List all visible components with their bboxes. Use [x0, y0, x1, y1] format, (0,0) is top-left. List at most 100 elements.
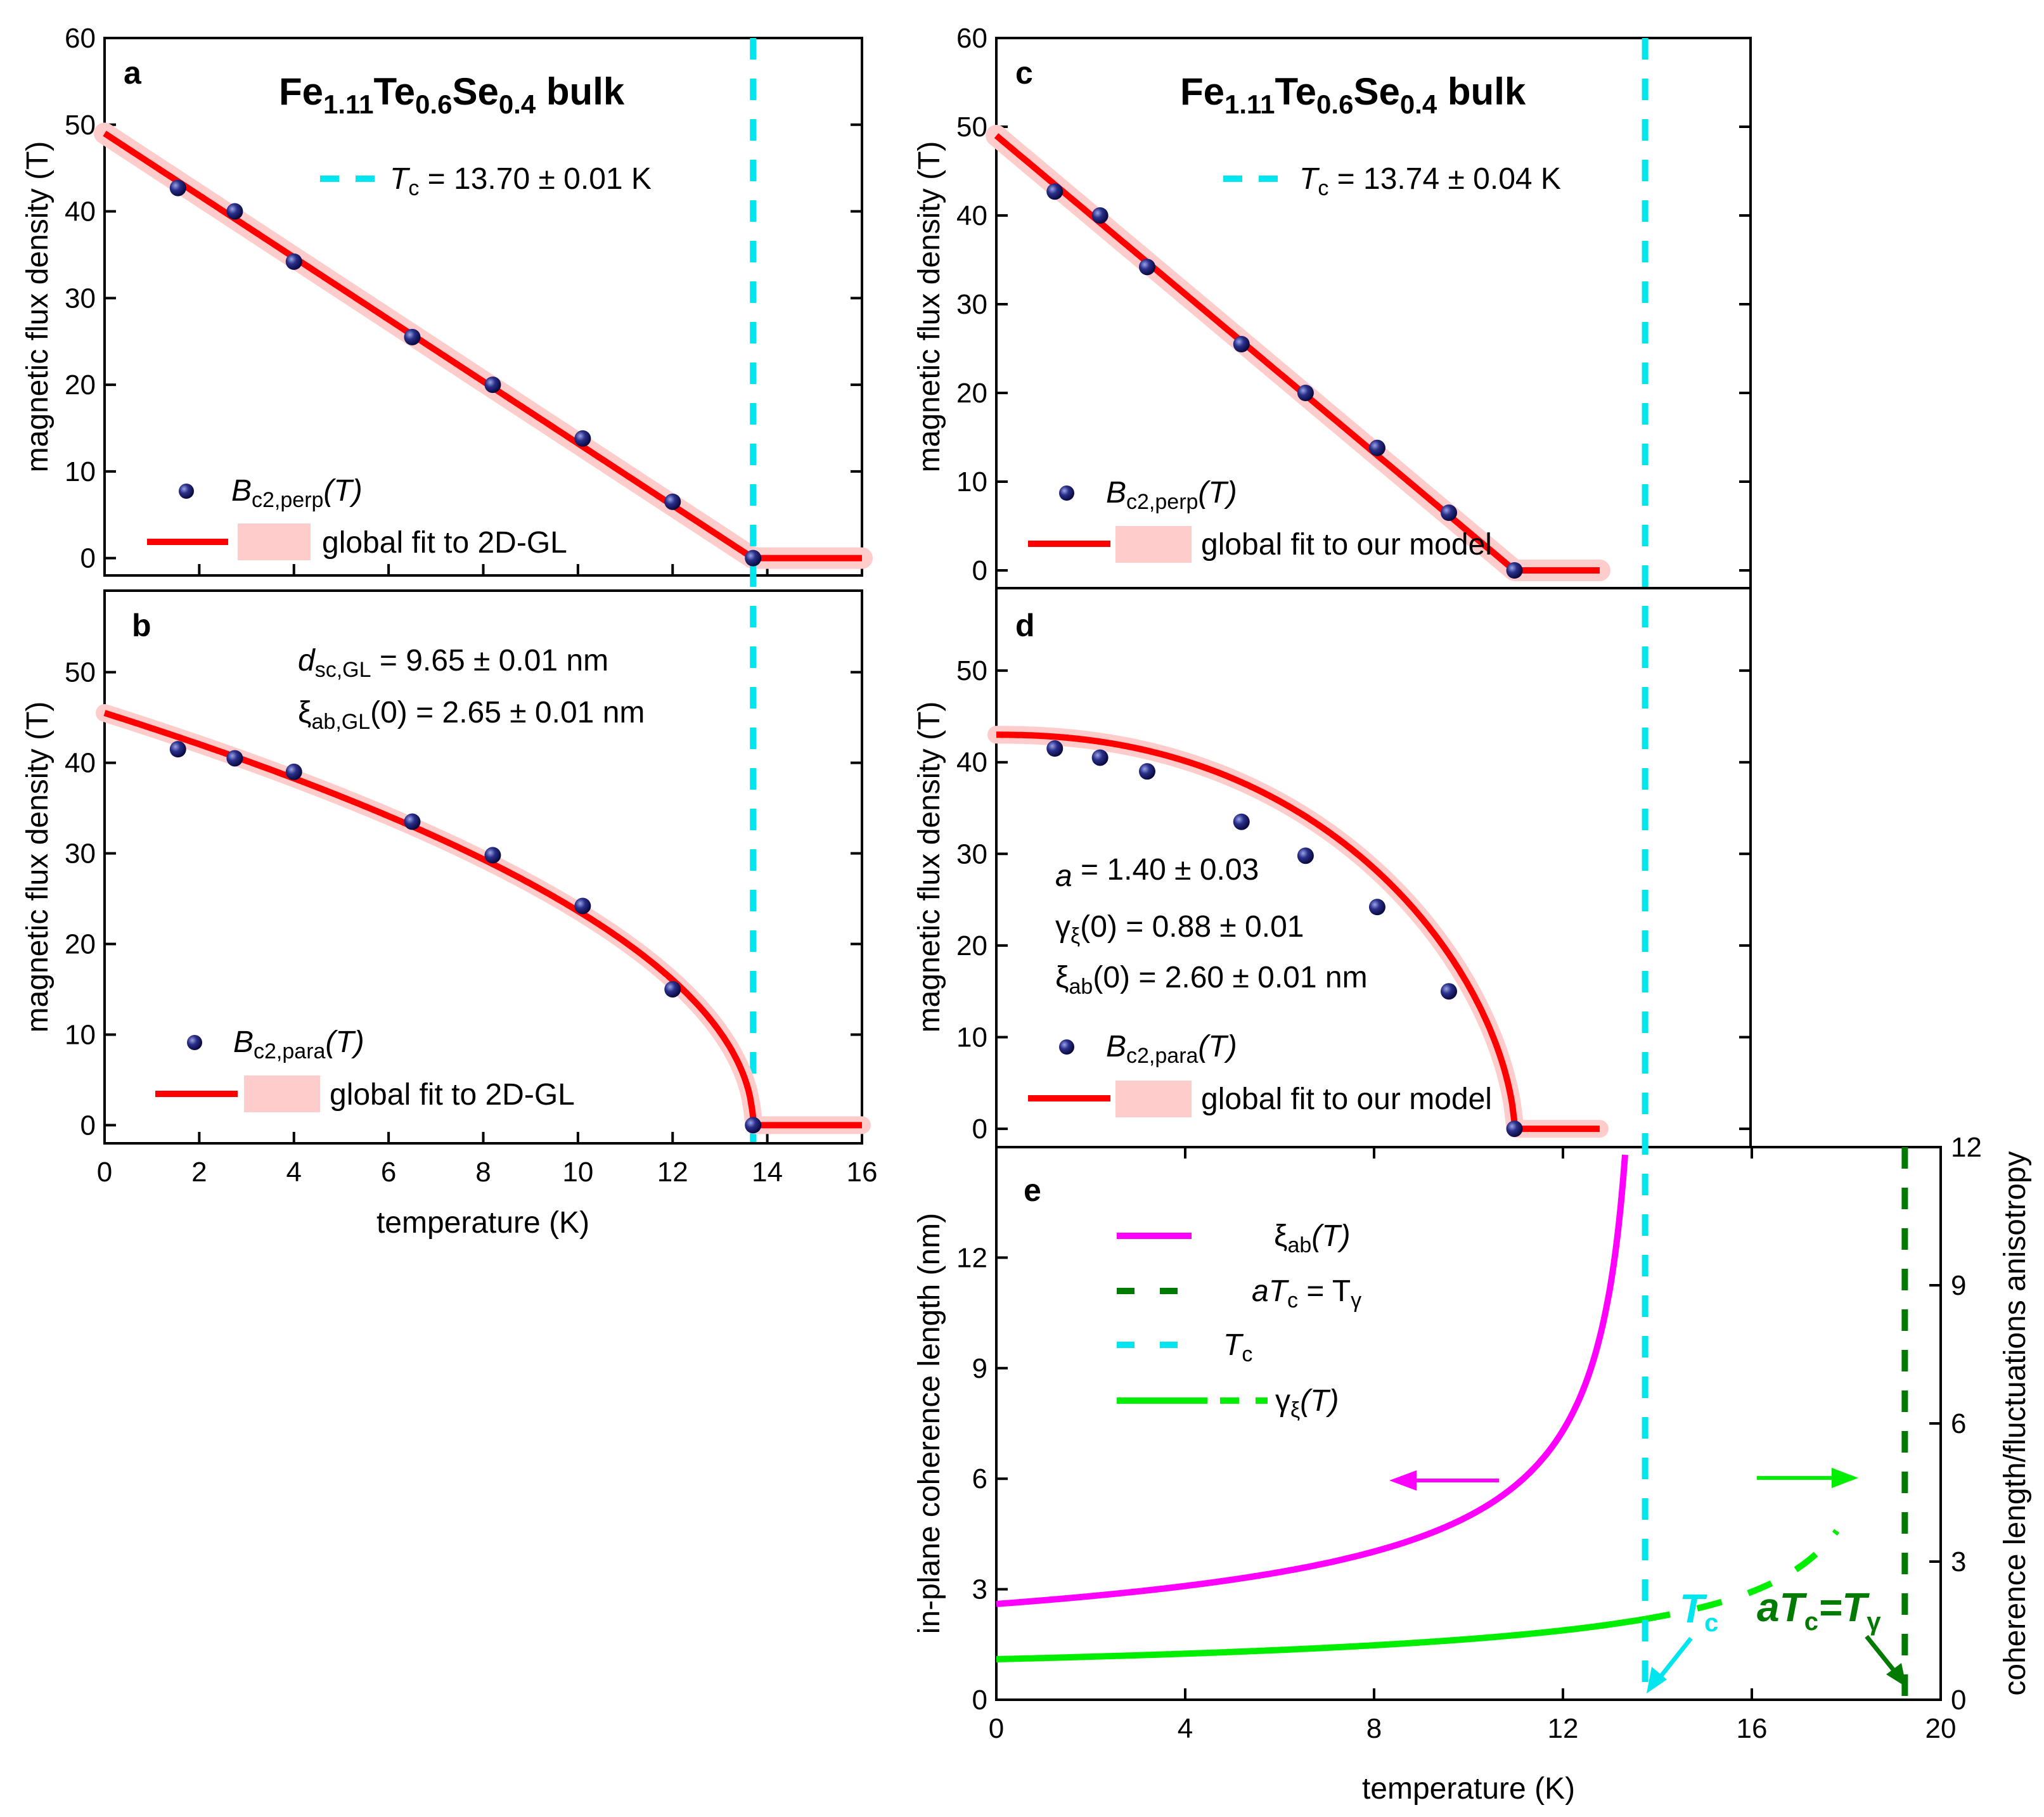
data-point: [1091, 207, 1109, 224]
right-axis-arrow-head: [1832, 1468, 1858, 1488]
tc-callout-arrow-head: [1647, 1667, 1667, 1693]
legend-xi-label: ξab(T): [1274, 1219, 1351, 1257]
legend-marker: [1059, 1039, 1074, 1055]
legend-fit-band: [238, 523, 311, 560]
fit-line: [994, 731, 1602, 1133]
legend-tc-label: Tc: [1223, 1328, 1252, 1366]
data-point: [745, 1117, 762, 1134]
panel-letter: a: [124, 55, 142, 91]
y-tick-label: 10: [65, 1019, 96, 1050]
axis-ticks: 0 10 20 30 40 50 0 2 4 6 8 10 12 14 16: [65, 657, 877, 1188]
curves: [996, 38, 1908, 1700]
x-tick-label: 16: [847, 1157, 878, 1188]
panel-letter: e: [1024, 1172, 1041, 1208]
data-point: [1139, 763, 1155, 780]
x-tick-label: 8: [1366, 1713, 1382, 1744]
legend-label: Bc2,perp(T): [1106, 476, 1237, 514]
y2-tick-label: 3: [1951, 1546, 1966, 1577]
legend-marker: [1059, 485, 1074, 501]
data-points: [1046, 183, 1523, 579]
annotation-gamma: γξ(0) = 0.88 ± 0.01: [1055, 910, 1304, 948]
y-tick-label: 60: [956, 23, 987, 54]
y-tick-label: 12: [956, 1242, 987, 1273]
panel-d: 0 10 20 30 40 50 d a = 1.40 ± 0.03 γξ(0) = 0.…: [956, 587, 1752, 1148]
fit-curve: [994, 731, 1602, 1133]
legend-fit-band: [244, 1075, 320, 1112]
y-tick-label: 50: [956, 112, 987, 143]
legend-marker: [187, 1035, 202, 1050]
xi-ab-curve: [996, 1154, 1628, 1607]
panel-letter: c: [1015, 55, 1033, 91]
atc-callout-arrow: [1865, 1634, 1897, 1674]
chart-title: Fe1.11Te0.6Se0.4 bulk: [279, 70, 625, 119]
data-point: [484, 376, 501, 394]
x-tick-label: 10: [562, 1157, 593, 1188]
fit-band: [986, 125, 1610, 581]
data-point: [1368, 899, 1385, 916]
panel-a: 0 10 20 30 40 50 60 a Fe1.11Te0.6Se0.4 bulk Tc…: [65, 23, 873, 1143]
data-point: [1441, 983, 1457, 1000]
annotation-a: a = 1.40 ± 0.03: [1055, 853, 1259, 893]
y-tick-label: 60: [65, 23, 96, 54]
y-tick-label: 6: [972, 1463, 987, 1494]
data-point: [169, 741, 186, 758]
legend-fit-band: [1115, 1081, 1192, 1117]
y-tick-label: 0: [80, 1110, 96, 1141]
data-point: [1091, 749, 1109, 766]
y2-tick-label: 9: [1951, 1270, 1966, 1301]
data-point: [1368, 439, 1385, 456]
tc-annotation: Tc = 13.74 ± 0.04 K: [1299, 162, 1561, 200]
y2-tick-label: 6: [1951, 1408, 1966, 1439]
panel-letter: b: [132, 608, 151, 643]
y-tick-label: 50: [65, 657, 96, 688]
x-axis-label: temperature (K): [1362, 1772, 1575, 1806]
x-axis-label: temperature (K): [376, 1206, 589, 1240]
axis-ticks: 0 3 6 9 12 0 3 6 9 12 0 4 8 12 16 20: [956, 1132, 1982, 1744]
y-tick-label: 40: [65, 196, 96, 228]
legend-label: Bc2,para(T): [233, 1025, 364, 1063]
data-point: [404, 328, 421, 345]
y-tick-label: 30: [65, 283, 96, 314]
x-tick-label: 6: [381, 1157, 396, 1188]
tc-callout: Tc: [1680, 1586, 1718, 1637]
legend-marker: [179, 484, 194, 499]
x-tick-label: 16: [1737, 1713, 1768, 1744]
data-point: [1441, 504, 1457, 521]
annotation-xi: ξab(0) = 2.60 ± 0.01 nm: [1055, 961, 1368, 999]
y-axis-label-e: in-plane coherence length (nm): [913, 1213, 946, 1634]
y-axis-label-c: magnetic flux density (T): [913, 141, 946, 473]
data-point: [1233, 336, 1250, 352]
data-point: [226, 203, 243, 220]
y-tick-label: 40: [956, 200, 987, 231]
y2-tick-label: 12: [1951, 1132, 1982, 1163]
left-axis-arrow-head: [1389, 1470, 1417, 1491]
fit-band-area: [96, 704, 871, 1134]
data-point: [574, 430, 591, 447]
gamma-curve-solid: [996, 1615, 1646, 1663]
y-tick-label: 20: [65, 929, 96, 960]
y-tick-label: 50: [65, 110, 96, 141]
data-point: [226, 750, 243, 767]
gamma-curve-dashed: [1644, 1529, 1840, 1622]
data-points: [169, 179, 762, 567]
axis-ticks: 0 10 20 30 40 50 60: [956, 23, 1751, 586]
y-tick-label: 0: [972, 1114, 987, 1145]
data-point: [285, 253, 302, 270]
y-axis-label-d: magnetic flux density (T): [913, 702, 946, 1033]
data-point: [1046, 183, 1064, 200]
x-tick-label: 4: [286, 1157, 302, 1188]
fit-band-area: [986, 125, 1610, 581]
annotation-dsc: dsc,GL = 9.65 ± 0.01 nm: [298, 644, 608, 682]
y-tick-label: 50: [956, 655, 987, 686]
y-tick-label: 10: [956, 466, 987, 498]
legend-fit-label: global fit to 2D-GL: [330, 1078, 575, 1112]
y-axis-label-a: magnetic flux density (T): [21, 141, 55, 473]
y-tick-label: 20: [65, 369, 96, 401]
data-point: [574, 897, 591, 915]
axis-ticks: 0 10 20 30 40 50: [956, 655, 1751, 1145]
data-point: [1233, 813, 1250, 830]
x-tick-label: 0: [989, 1713, 1004, 1744]
x-tick-label: 2: [191, 1157, 207, 1188]
atc-callout-arrow-head: [1886, 1663, 1906, 1687]
